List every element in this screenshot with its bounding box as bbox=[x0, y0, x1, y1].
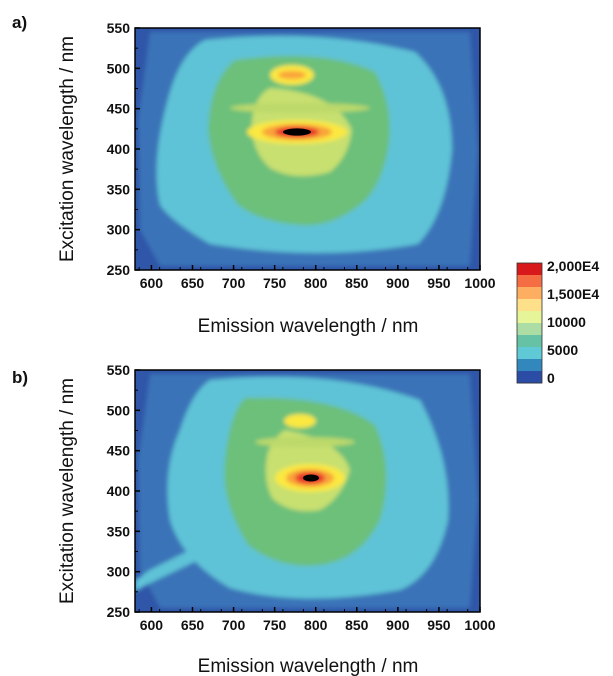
y-tick-label: 350 bbox=[107, 523, 131, 539]
y-tick-label: 300 bbox=[107, 564, 131, 580]
x-tick-label: 900 bbox=[386, 275, 410, 291]
y-tick-label: 400 bbox=[107, 141, 131, 157]
x-tick-label: 650 bbox=[181, 617, 205, 633]
axis-ticks-a: 600 650 700 750 800 850 900 950 1000 250 300 350 400… bbox=[107, 20, 496, 291]
x-tick-label: 600 bbox=[140, 617, 164, 633]
colorbar-label: 0 bbox=[547, 370, 555, 386]
contour-b-upper bbox=[284, 414, 316, 428]
y-tick-label: 500 bbox=[107, 402, 131, 418]
x-tick-label: 750 bbox=[263, 617, 287, 633]
axis-ticks-b: 600 650 700 750 800 850 900 950 1000 250 300 350 400… bbox=[107, 362, 496, 633]
y-tick-label: 450 bbox=[107, 443, 131, 459]
x-tick-label: 800 bbox=[304, 275, 328, 291]
x-tick-label: 600 bbox=[140, 275, 164, 291]
heatmap-a bbox=[135, 28, 480, 270]
colorbar-swatch bbox=[517, 335, 542, 348]
colorbar-swatch bbox=[517, 347, 542, 360]
peak-a bbox=[283, 128, 311, 136]
contour-a-band bbox=[230, 103, 370, 113]
y-tick-label: 500 bbox=[107, 60, 131, 76]
y-tick-label: 350 bbox=[107, 181, 131, 197]
x-axis-label-a: Emission wavelength / nm bbox=[198, 316, 419, 337]
x-tick-label: 650 bbox=[181, 275, 205, 291]
colorbar-swatch bbox=[517, 275, 542, 288]
x-tick-label: 800 bbox=[304, 617, 328, 633]
colorbar: 2,000E4 1,500E4 10000 5000 0 bbox=[516, 258, 599, 386]
y-axis-label-b: Excitation wavelength / nm bbox=[57, 378, 78, 604]
colorbar-label: 5000 bbox=[547, 342, 578, 358]
x-tick-label: 700 bbox=[222, 275, 246, 291]
y-tick-label: 400 bbox=[107, 483, 131, 499]
colorbar-label: 1,500E4 bbox=[547, 286, 599, 302]
contour-b-band bbox=[255, 437, 355, 447]
colorbar-swatch bbox=[517, 359, 542, 372]
x-tick-label: 950 bbox=[427, 275, 451, 291]
colorbar-frame bbox=[516, 262, 543, 384]
colorbar-swatch bbox=[517, 311, 542, 324]
y-tick-label: 250 bbox=[107, 604, 131, 620]
contour-b-stripe bbox=[135, 535, 230, 592]
colorbar-swatch bbox=[517, 263, 542, 276]
x-tick-label: 700 bbox=[222, 617, 246, 633]
panel-b-label: b) bbox=[12, 368, 28, 387]
x-tick-label: 900 bbox=[386, 617, 410, 633]
colorbar-label: 10000 bbox=[547, 314, 586, 330]
peak-b bbox=[303, 474, 319, 482]
panel-a-label: a) bbox=[12, 13, 27, 32]
colorbar-swatch bbox=[517, 299, 542, 312]
contour-a-upper-core bbox=[278, 71, 306, 79]
x-tick-label: 850 bbox=[345, 617, 369, 633]
y-tick-label: 550 bbox=[107, 20, 131, 36]
colorbar-swatch bbox=[517, 371, 542, 384]
x-tick-label: 750 bbox=[263, 275, 287, 291]
x-tick-label: 1000 bbox=[464, 617, 495, 633]
y-tick-label: 550 bbox=[107, 362, 131, 378]
heatmap-b bbox=[135, 370, 480, 612]
y-tick-label: 250 bbox=[107, 262, 131, 278]
x-tick-label: 950 bbox=[427, 617, 451, 633]
x-axis-label-b: Emission wavelength / nm bbox=[198, 656, 419, 676]
colorbar-label: 2,000E4 bbox=[547, 258, 599, 274]
colorbar-swatch bbox=[517, 323, 542, 336]
x-tick-label: 1000 bbox=[464, 275, 495, 291]
colorbar-swatch bbox=[517, 287, 542, 300]
y-axis-label-a: Excitation wavelength / nm bbox=[57, 36, 78, 262]
y-tick-label: 300 bbox=[107, 222, 131, 238]
x-tick-label: 850 bbox=[345, 275, 369, 291]
y-tick-label: 450 bbox=[107, 101, 131, 117]
